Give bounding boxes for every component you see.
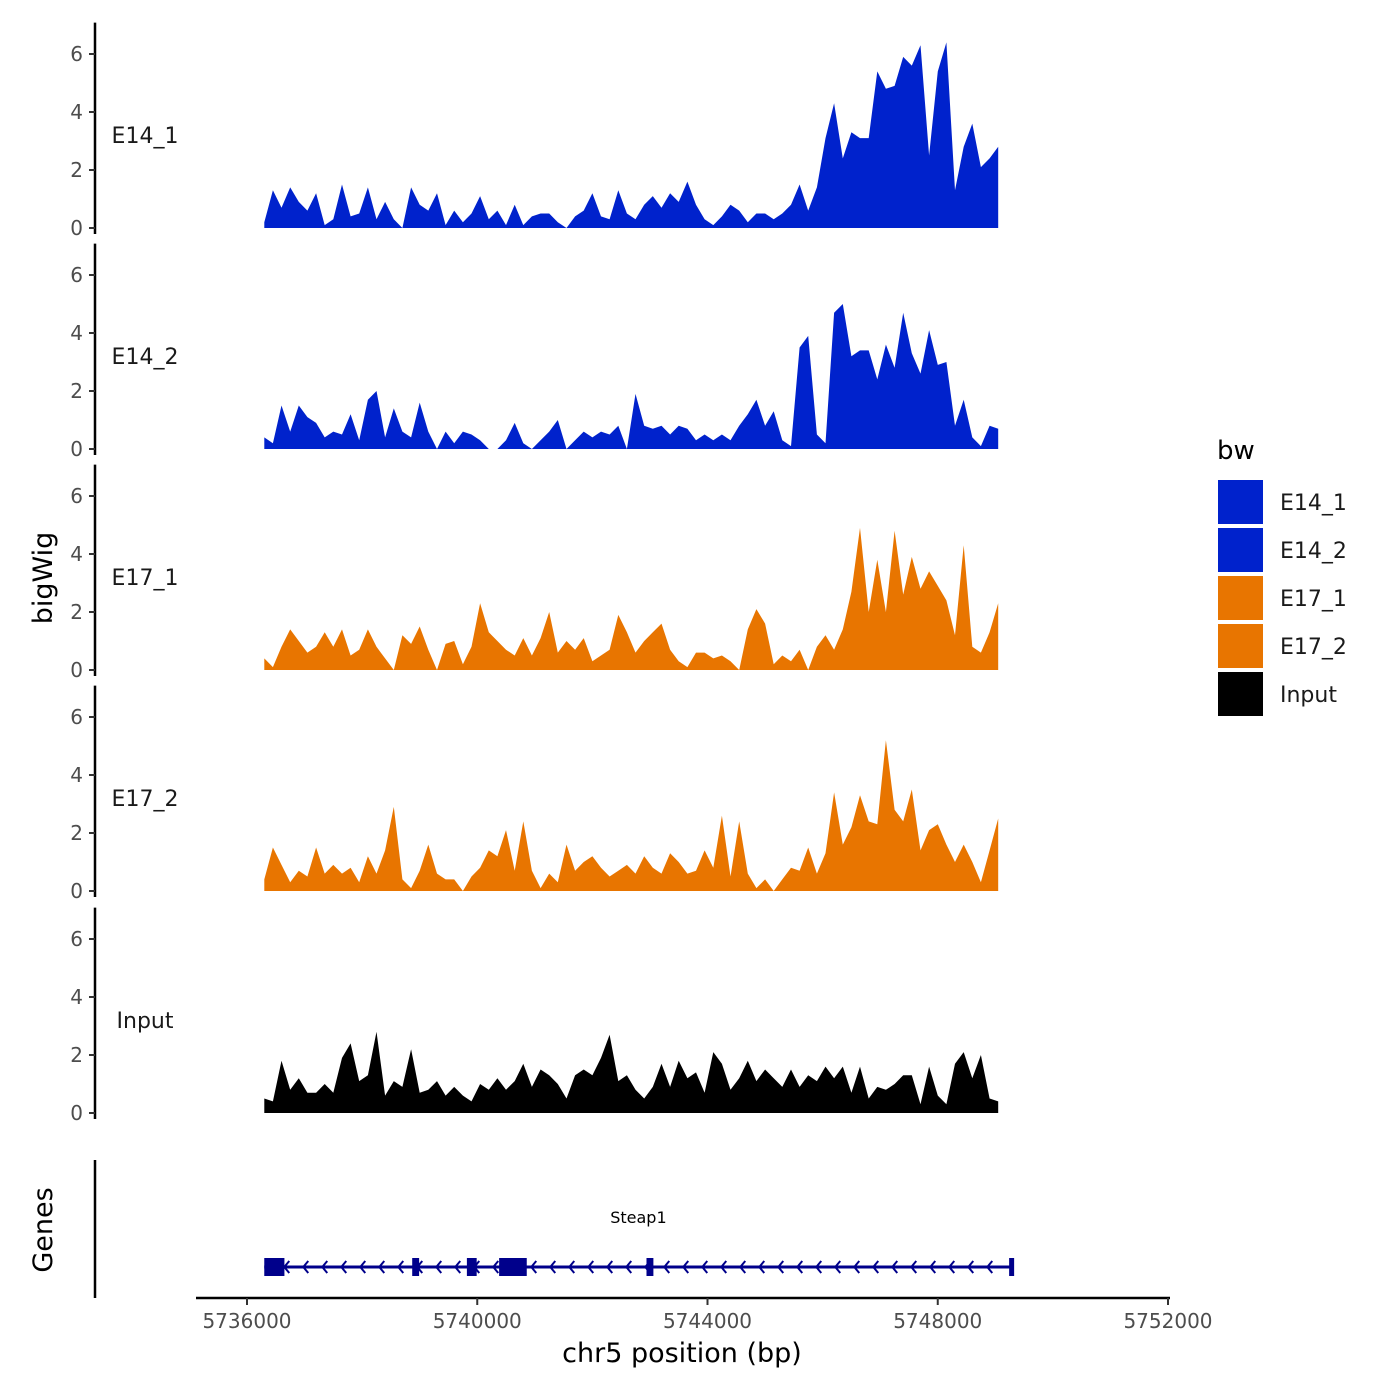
y-tick-label: 2: [70, 821, 83, 845]
y-tick-label: 4: [70, 321, 83, 345]
track-e17-2: 0 2 4 6 E17_2: [70, 685, 999, 903]
y-tick-label: 0: [70, 658, 83, 682]
strand-arrow: [928, 1260, 937, 1274]
strand-arrow: [396, 1260, 405, 1274]
y-tick-label: 6: [70, 263, 83, 287]
x-tick-label: 5748000: [893, 1309, 982, 1333]
strand-arrow: [795, 1260, 804, 1274]
y-tick-label: 0: [70, 879, 83, 903]
x-tick-label: 5740000: [433, 1309, 522, 1333]
strand-arrow: [947, 1260, 956, 1274]
legend-swatch: [1218, 576, 1263, 620]
strand-arrow: [434, 1260, 443, 1274]
coverage-tracks: 0 2 4 6 E14_1 0 2 4 6 E14_2 0 2 4 6 E17_1 0 2 4 6 E17_2 0 2 4 6…: [70, 22, 999, 1125]
legend-label: E17_2: [1280, 635, 1347, 660]
legend-swatch: [1218, 528, 1263, 572]
legend-label: E14_1: [1280, 491, 1347, 516]
strand-arrow: [453, 1260, 462, 1274]
strand-arrow: [662, 1260, 671, 1274]
gene-exon: [1009, 1258, 1015, 1276]
y-tick-label: 2: [70, 379, 83, 403]
legend-swatch: [1218, 624, 1263, 668]
strand-arrow: [814, 1260, 823, 1274]
track-label: E17_2: [112, 787, 179, 812]
strand-arrow: [605, 1260, 614, 1274]
track-e14-2: 0 2 4 6 E14_2: [70, 243, 999, 461]
strand-arrow: [738, 1260, 747, 1274]
strand-arrow: [567, 1260, 576, 1274]
y-tick-label: 6: [70, 927, 83, 951]
legend-swatch: [1218, 480, 1263, 524]
gene-track: Steap1: [93, 1160, 1015, 1298]
track-label: Input: [117, 1009, 174, 1034]
legend-label: Input: [1280, 683, 1337, 708]
gene-exon: [466, 1258, 477, 1276]
strand-arrow: [548, 1260, 557, 1274]
strand-arrow: [491, 1260, 500, 1274]
y-tick-label: 4: [70, 763, 83, 787]
strand-arrow: [624, 1260, 633, 1274]
coverage-area: [264, 1031, 999, 1113]
x-tick-label: 5736000: [202, 1309, 291, 1333]
track-label: E14_1: [112, 124, 179, 149]
strand-arrow: [871, 1260, 880, 1274]
gene-exon: [412, 1258, 420, 1276]
x-axis-title: chr5 position (bp): [562, 1338, 802, 1369]
legend-label: E14_2: [1280, 539, 1347, 564]
gene-exon: [646, 1258, 654, 1276]
track-input: 0 2 4 6 Input: [70, 907, 999, 1125]
legend-title: bw: [1217, 436, 1255, 466]
coverage-area: [264, 740, 999, 891]
y-axis-title: bigWig: [28, 532, 59, 625]
gene-label: Steap1: [610, 1208, 666, 1227]
track-label: E14_2: [112, 345, 179, 370]
strand-arrow: [339, 1260, 348, 1274]
y-tick-label: 2: [70, 600, 83, 624]
y-tick-label: 4: [70, 542, 83, 566]
track-label: E17_1: [112, 566, 179, 591]
strand-arrow: [833, 1260, 842, 1274]
y-tick-label: 2: [70, 1043, 83, 1067]
coverage-area: [264, 42, 999, 229]
legend: bw E14_1 E14_2 E17_1 E17_2 Input: [1217, 436, 1347, 716]
x-axis: 5736000 5740000 5744000 5748000 5752000: [196, 1296, 1213, 1333]
y-tick-label: 2: [70, 158, 83, 182]
track-e14-1: 0 2 4 6 E14_1: [70, 22, 999, 240]
legend-label: E17_1: [1280, 587, 1347, 612]
legend-swatch: [1218, 672, 1263, 716]
track-e17-1: 0 2 4 6 E17_1: [70, 464, 999, 682]
y-tick-label: 6: [70, 42, 83, 66]
y-tick-label: 6: [70, 484, 83, 508]
strand-arrow: [757, 1260, 766, 1274]
strand-arrow: [700, 1260, 709, 1274]
strand-arrow: [909, 1260, 918, 1274]
coverage-area: [264, 304, 999, 449]
strand-arrow: [852, 1260, 861, 1274]
strand-arrow: [776, 1260, 785, 1274]
strand-arrow: [966, 1260, 975, 1274]
strand-arrow: [985, 1260, 994, 1274]
x-tick-label: 5752000: [1123, 1309, 1212, 1333]
strand-arrow: [681, 1260, 690, 1274]
strand-arrow: [586, 1260, 595, 1274]
y-tick-label: 0: [70, 1101, 83, 1125]
gene-exon: [264, 1258, 285, 1276]
y-tick-label: 4: [70, 100, 83, 124]
x-tick-label: 5744000: [663, 1309, 752, 1333]
strand-arrow: [890, 1260, 899, 1274]
strand-arrow: [301, 1260, 310, 1274]
strand-arrow: [358, 1260, 367, 1274]
strand-arrow: [377, 1260, 386, 1274]
coverage-area: [264, 527, 999, 670]
strand-arrow: [320, 1260, 329, 1274]
genes-axis-title: Genes: [28, 1187, 59, 1272]
gene-exon: [499, 1258, 527, 1276]
y-tick-label: 4: [70, 985, 83, 1009]
strand-arrow: [719, 1260, 728, 1274]
y-tick-label: 0: [70, 216, 83, 240]
y-tick-label: 0: [70, 437, 83, 461]
strand-arrow: [529, 1260, 538, 1274]
y-tick-label: 6: [70, 705, 83, 729]
